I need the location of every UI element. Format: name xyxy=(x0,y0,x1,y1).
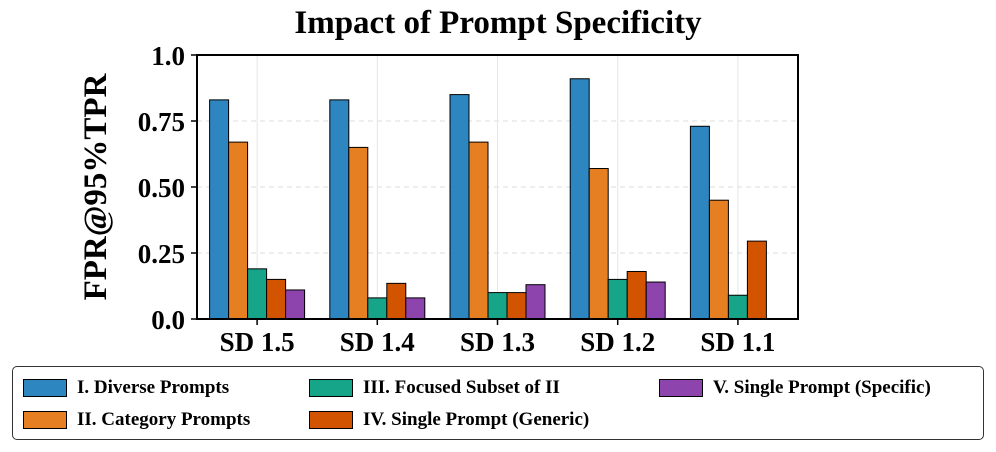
legend-label: IV. Single Prompt (Generic) xyxy=(363,409,590,430)
bars xyxy=(209,78,767,320)
legend-swatch-diverse-prompts xyxy=(23,379,67,397)
x-tick-label: SD 1.5 xyxy=(220,327,295,357)
legend-label: I. Diverse Prompts xyxy=(77,377,230,398)
bar xyxy=(746,240,767,320)
bar xyxy=(247,268,268,320)
y-tick-label: 1.0 xyxy=(151,41,185,71)
legend-item-focused-subset: III. Focused Subset of II xyxy=(309,375,560,401)
bar xyxy=(645,281,666,320)
x-ticks: SD 1.5 SD 1.4 SD 1.3 SD 1.2 SD 1.1 xyxy=(220,319,775,357)
gridlines xyxy=(197,55,798,319)
y-ticks: 0.0 0.25 0.50 0.75 1.0 xyxy=(138,41,197,335)
bar xyxy=(569,78,590,320)
bar xyxy=(329,99,350,320)
bar xyxy=(689,125,710,320)
x-tick-label: SD 1.4 xyxy=(340,327,415,357)
bar xyxy=(506,292,527,320)
bar xyxy=(348,146,369,320)
bar xyxy=(468,141,489,320)
bar xyxy=(285,289,306,320)
bar xyxy=(367,297,388,320)
legend-swatch-single-prompt-generic xyxy=(309,411,353,429)
bar xyxy=(487,292,508,320)
legend: I. Diverse Prompts II. Category Prompts … xyxy=(12,366,984,440)
bar xyxy=(449,94,470,320)
chart-title: Impact of Prompt Specificity xyxy=(294,5,702,41)
bar xyxy=(386,282,407,320)
legend-swatch-category-prompts xyxy=(23,411,67,429)
bar xyxy=(708,199,729,320)
y-tick-label: 0.50 xyxy=(138,173,185,203)
y-tick-label: 0.25 xyxy=(138,239,185,269)
bar-chart: Impact of Prompt Specificity FPR@95%TPR … xyxy=(78,5,799,357)
legend-item-single-prompt-specific: V. Single Prompt (Specific) xyxy=(659,375,931,401)
legend-swatch-focused-subset xyxy=(309,379,353,397)
legend-label: II. Category Prompts xyxy=(77,409,251,430)
bar xyxy=(727,294,748,320)
bar xyxy=(525,284,546,320)
bar xyxy=(209,99,230,320)
legend-item-diverse-prompts: I. Diverse Prompts xyxy=(23,375,229,401)
legend-swatch-single-prompt-specific xyxy=(659,379,703,397)
bar xyxy=(607,278,628,320)
x-tick-label: SD 1.2 xyxy=(580,327,655,357)
x-tick-label: SD 1.3 xyxy=(460,327,535,357)
bar xyxy=(626,270,647,320)
legend-label: V. Single Prompt (Specific) xyxy=(713,377,931,398)
x-tick-label: SD 1.1 xyxy=(700,327,775,357)
bar xyxy=(266,278,287,320)
bar xyxy=(405,297,426,320)
legend-label: III. Focused Subset of II xyxy=(363,377,560,398)
bar xyxy=(588,168,609,320)
y-tick-label: 0.75 xyxy=(138,107,185,137)
bar xyxy=(228,141,249,320)
legend-item-single-prompt-generic: IV. Single Prompt (Generic) xyxy=(309,407,589,433)
legend-item-category-prompts: II. Category Prompts xyxy=(23,407,250,433)
y-axis-label: FPR@95%TPR xyxy=(78,72,114,300)
y-tick-label: 0.0 xyxy=(151,305,185,335)
